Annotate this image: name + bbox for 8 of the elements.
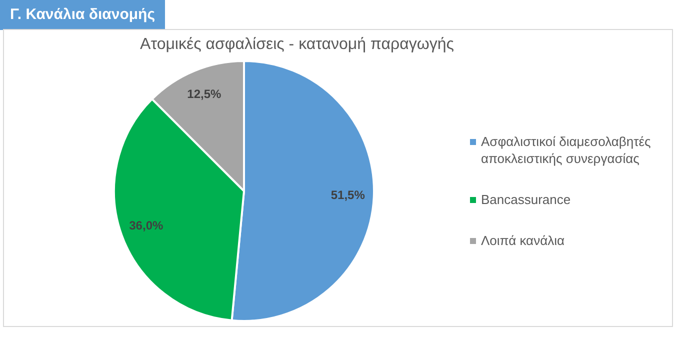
legend-label: Λοιπά κανάλια [481,232,564,249]
data-label: 36,0% [129,218,164,233]
text: Γ. Κανάλια διανομής [0,0,166,30]
legend-label: Bancassurance [481,191,571,208]
data-label: 51,5% [330,188,366,202]
legend-label: Ασφαλιστικοί διαμεσολαβητές αποκλειστικής συνεργασίας [481,133,652,167]
data-label: 12,5% [187,87,222,102]
chart-title: Ατομικές ασφαλίσεις - κατανομή παραγωγής [139,36,455,54]
